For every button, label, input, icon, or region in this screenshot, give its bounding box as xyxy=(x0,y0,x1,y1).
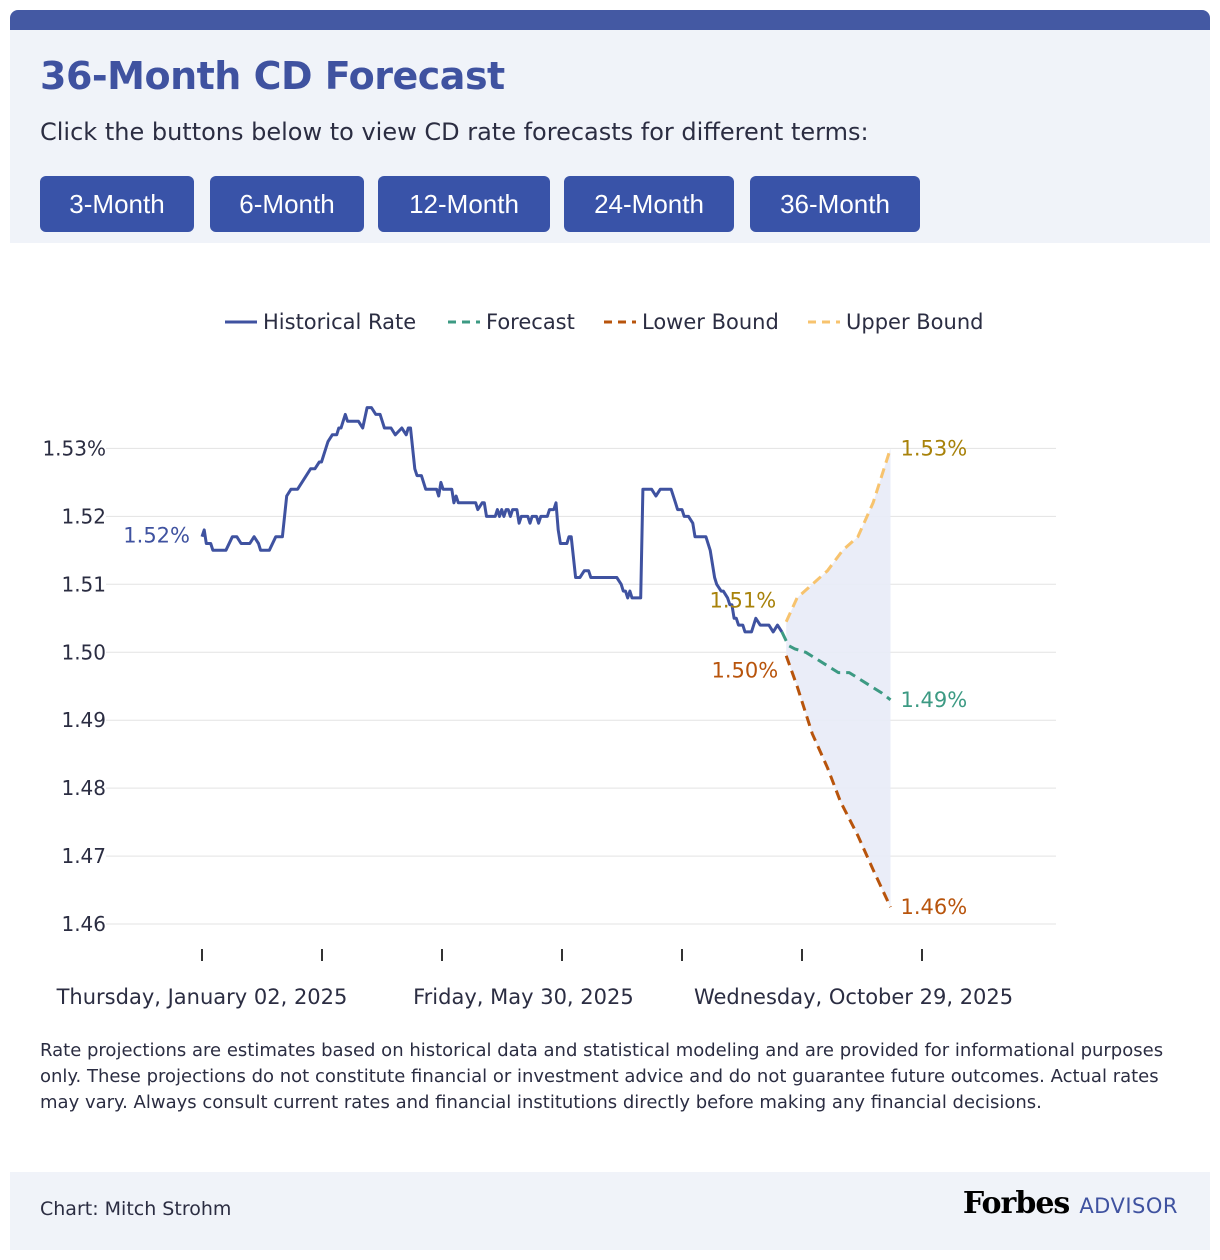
series-line-lower-bound xyxy=(784,655,892,908)
legend-item-upper-bound: Upper Bound xyxy=(808,310,983,334)
legend-item-historical-rate: Historical Rate xyxy=(225,310,416,334)
chart-credit: Chart: Mitch Strohm xyxy=(40,1198,232,1220)
chart-header: 36-Month CD Forecast Click the buttons b… xyxy=(10,30,1210,243)
term-button-12-month[interactable]: 12-Month xyxy=(378,176,550,232)
brand-name: Forbes xyxy=(962,1186,1070,1221)
chart-card: 36-Month CD Forecast Click the buttons b… xyxy=(10,10,1210,1250)
y-tick-label: 1.47 xyxy=(61,844,106,868)
chart-title: 36-Month CD Forecast xyxy=(40,54,505,98)
chart-footer: Chart: Mitch Strohm Forbes ADVISOR xyxy=(10,1172,1210,1250)
legend-label: Lower Bound xyxy=(642,310,779,334)
x-axis: Thursday, January 02, 2025 Friday, May 30… xyxy=(56,949,1013,1009)
legend-label: Historical Rate xyxy=(263,310,416,334)
annotation-upper-bound-first: 1.51% xyxy=(710,589,777,613)
y-tick-label: 1.51 xyxy=(61,572,106,596)
line-chart: Historical Rate Forecast Lower Bound Upper … xyxy=(42,310,1056,1009)
y-tick-label: 1.49 xyxy=(61,708,106,732)
brand-suffix: ADVISOR xyxy=(1079,1194,1178,1218)
annotation-lower-bound-last: 1.46% xyxy=(900,895,967,919)
term-button-24-month[interactable]: 24-Month xyxy=(564,176,734,232)
x-tick-label: Thursday, January 02, 2025 xyxy=(56,985,348,1009)
y-tick-label: 1.46 xyxy=(61,912,106,936)
chart-gridlines xyxy=(106,447,1056,925)
x-tick-label: Friday, May 30, 2025 xyxy=(413,985,634,1009)
term-button-3-month[interactable]: 3-Month xyxy=(40,176,194,232)
annotation-historical-rate-first: 1.52% xyxy=(123,524,190,548)
y-tick-label: 1.53% xyxy=(42,436,106,460)
series-lines xyxy=(200,406,892,908)
y-tick-label: 1.50 xyxy=(61,640,106,664)
legend-item-forecast: Forecast xyxy=(448,310,575,334)
disclaimer-text: Rate projections are estimates based on … xyxy=(40,1040,1164,1113)
value-annotations: 1.52% 1.51% 1.50% 1.53% 1.49% 1.46% xyxy=(123,436,967,919)
confidence-band xyxy=(786,448,891,908)
term-button-6-month[interactable]: 6-Month xyxy=(210,176,364,232)
legend-label: Forecast xyxy=(486,310,575,334)
series-line-forecast xyxy=(780,631,892,701)
chart-subtitle: Click the buttons below to view CD rate … xyxy=(40,118,869,146)
term-button-36-month[interactable]: 36-Month xyxy=(750,176,920,232)
y-axis: 1.53% 1.52 1.51 1.50 1.49 1.48 1.47 1.46 xyxy=(42,436,106,936)
annotation-forecast-last: 1.49% xyxy=(900,688,967,712)
top-accent-bar xyxy=(10,10,1210,30)
annotation-lower-bound-first: 1.50% xyxy=(712,659,779,683)
brand-logo[interactable]: Forbes ADVISOR xyxy=(963,1186,1178,1221)
legend-label: Upper Bound xyxy=(846,310,983,334)
x-tick-label: Wednesday, October 29, 2025 xyxy=(694,985,1013,1009)
series-line-historical-rate xyxy=(200,406,784,634)
y-tick-label: 1.52 xyxy=(61,504,106,528)
annotation-upper-bound-last: 1.53% xyxy=(900,436,967,460)
y-tick-label: 1.48 xyxy=(61,776,106,800)
legend-item-lower-bound: Lower Bound xyxy=(604,310,779,334)
chart-legend: Historical Rate Forecast Lower Bound Upper … xyxy=(225,310,983,334)
